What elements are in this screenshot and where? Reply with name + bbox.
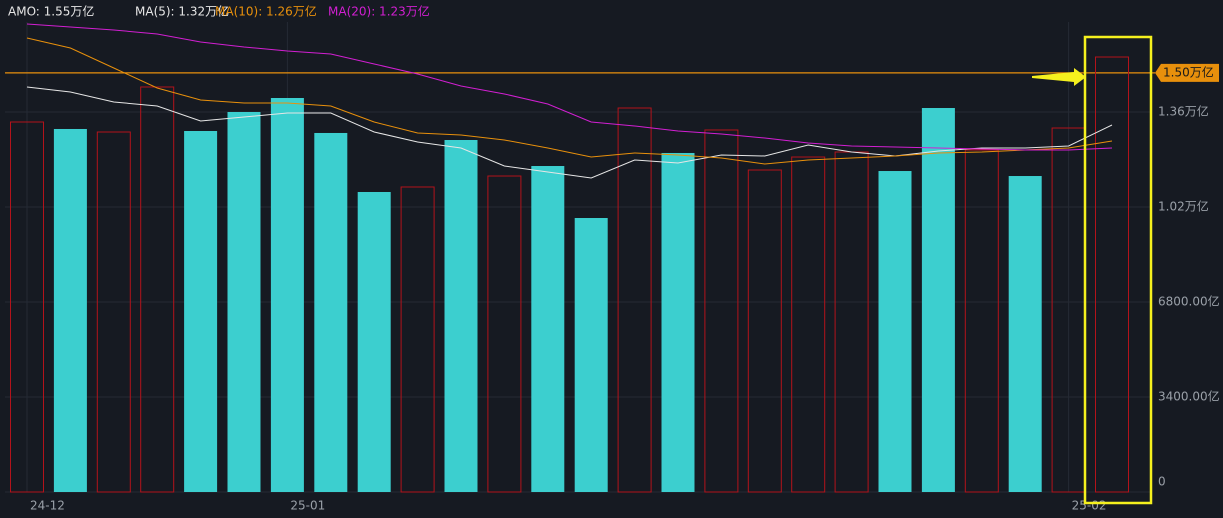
highlight-arrow: [1032, 68, 1086, 86]
bar: [1095, 56, 1129, 493]
bar: [314, 132, 348, 492]
ma-line: [26, 23, 1113, 151]
bar: [357, 191, 391, 493]
bar: [964, 149, 999, 493]
legend-entry: MA(10): 1.26万亿: [215, 4, 317, 19]
bar: [270, 98, 304, 492]
bar: [10, 121, 44, 493]
bar: [704, 129, 739, 493]
bar: [53, 128, 87, 492]
bar: [878, 171, 912, 493]
reference-label: 1.50万亿: [1163, 64, 1214, 79]
y-tick-label: 6800.00亿: [1158, 293, 1220, 308]
amo-label: AMO: 1.55万亿: [8, 4, 94, 19]
highlight-box: [1083, 35, 1153, 505]
bar: [400, 186, 435, 493]
bar: [1008, 176, 1042, 492]
bar: [791, 156, 826, 493]
legend-entry: MA(20): 1.23万亿: [328, 4, 430, 19]
bar: [487, 175, 522, 493]
bar: [921, 108, 955, 493]
y-tick-label: 1.02万亿: [1158, 198, 1209, 213]
bar: [444, 139, 478, 492]
ma-line: [26, 37, 1113, 165]
bar: [184, 130, 218, 492]
bar: [96, 131, 131, 493]
x-tick-label: 25-02: [1072, 499, 1107, 513]
legend-entry: MA(5): 1.32万亿: [135, 4, 229, 19]
x-tick-label: 24-12: [30, 499, 65, 513]
bar: [227, 111, 261, 492]
x-tick-label: 25-01: [290, 499, 325, 513]
y-tick-label: 0: [1158, 475, 1166, 489]
bar: [140, 86, 175, 493]
y-tick-label: 1.36万亿: [1158, 103, 1209, 118]
y-tick-label: 3400.00亿: [1158, 388, 1220, 403]
bar: [531, 166, 565, 492]
bar: [661, 152, 695, 492]
reference-tag: [1155, 63, 1219, 82]
ma-line: [26, 86, 1113, 179]
bar: [617, 107, 652, 493]
bar: [574, 218, 608, 492]
bar: [747, 169, 782, 493]
